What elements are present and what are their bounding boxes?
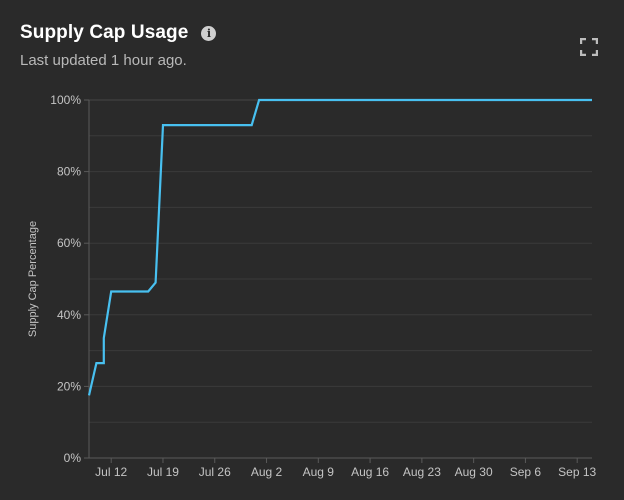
y-axis-label: Supply Cap Percentage — [27, 221, 39, 337]
expand-icon[interactable] — [580, 38, 598, 56]
y-tick-label: 80% — [57, 165, 81, 179]
title-row: Supply Cap Usage i — [20, 22, 217, 44]
y-axis-ticks: 0% 20% 40% 60% 80% 100% — [50, 93, 89, 465]
x-tick-label: Aug 2 — [251, 465, 283, 479]
x-tick-label: Aug 23 — [403, 465, 441, 479]
axes — [88, 100, 592, 459]
series-layer — [87, 98, 592, 396]
x-tick-label: Jul 12 — [95, 465, 127, 479]
x-tick-label: Aug 30 — [455, 465, 493, 479]
y-tick-label: 100% — [50, 93, 81, 107]
last-updated-text: Last updated 1 hour ago. — [20, 52, 187, 69]
y-tick-label: 60% — [57, 236, 81, 250]
x-tick-label: Aug 16 — [351, 465, 389, 479]
x-tick-label: Aug 9 — [303, 465, 335, 479]
y-tick-label: 0% — [64, 451, 82, 465]
info-icon[interactable]: i — [201, 25, 217, 41]
card-header: Supply Cap Usage i Last updated 1 hour a… — [20, 22, 217, 69]
grid-lines — [89, 99, 592, 423]
series-line — [87, 98, 592, 396]
x-tick-label: Sep 13 — [558, 465, 596, 479]
x-tick-label: Jul 26 — [199, 465, 231, 479]
x-tick-label: Jul 19 — [147, 465, 179, 479]
y-tick-label: 40% — [57, 308, 81, 322]
y-tick-label: 20% — [57, 379, 81, 393]
x-axis-ticks: Jul 12 Jul 19 Jul 26 Aug 2 Aug 9 Aug 16 Aug 23… — [95, 458, 597, 479]
page-title: Supply Cap Usage — [20, 22, 189, 43]
x-tick-label: Sep 6 — [510, 465, 542, 479]
